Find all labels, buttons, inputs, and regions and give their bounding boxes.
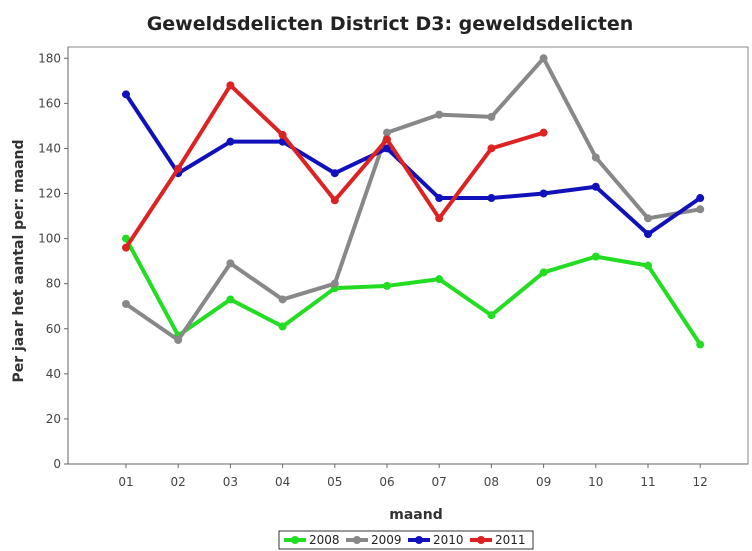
data-point bbox=[539, 128, 548, 137]
legend-label: 2010 bbox=[433, 533, 464, 547]
data-point bbox=[696, 205, 705, 214]
x-tick-label: 11 bbox=[640, 475, 655, 489]
x-axis-label: maand bbox=[389, 507, 442, 523]
data-point bbox=[226, 81, 235, 90]
plot-border bbox=[67, 46, 749, 465]
x-tick-label: 05 bbox=[327, 475, 342, 489]
series-2009 bbox=[122, 54, 705, 345]
series-line bbox=[124, 92, 703, 237]
data-point bbox=[383, 128, 391, 137]
x-tick-label: 01 bbox=[118, 475, 133, 489]
y-tick-label: 140 bbox=[38, 141, 61, 155]
legend-swatch-marker bbox=[415, 536, 423, 544]
data-point bbox=[591, 252, 600, 261]
y-tick-label: 100 bbox=[38, 232, 61, 246]
data-point bbox=[122, 90, 130, 99]
y-tick-label: 180 bbox=[38, 51, 61, 65]
data-point bbox=[278, 130, 287, 139]
data-point bbox=[174, 164, 183, 173]
series-2011 bbox=[122, 81, 548, 252]
y-tick-label: 20 bbox=[46, 412, 61, 426]
legend-swatch-marker bbox=[477, 536, 485, 544]
series-layer bbox=[122, 54, 705, 349]
x-tick-label: 08 bbox=[484, 475, 499, 489]
data-point bbox=[226, 295, 235, 304]
legend-item-2008: 2008 bbox=[284, 533, 340, 547]
series-2008 bbox=[122, 234, 705, 349]
data-point bbox=[591, 182, 600, 191]
data-point bbox=[122, 234, 130, 243]
data-point bbox=[122, 243, 130, 252]
x-tick-label: 10 bbox=[588, 475, 603, 489]
data-point bbox=[644, 261, 652, 270]
y-tick-label: 80 bbox=[46, 277, 61, 291]
data-point bbox=[435, 275, 444, 284]
data-point bbox=[330, 196, 339, 205]
data-point bbox=[278, 295, 287, 304]
data-point bbox=[487, 112, 496, 121]
data-point bbox=[435, 214, 444, 223]
series-2010 bbox=[122, 90, 705, 239]
series-line bbox=[124, 56, 703, 343]
data-point bbox=[644, 214, 652, 223]
x-tick-label: 04 bbox=[275, 475, 290, 489]
data-point bbox=[644, 230, 652, 239]
y-tick-label: 160 bbox=[38, 96, 61, 110]
data-point bbox=[330, 169, 339, 178]
x-tick-label: 03 bbox=[223, 475, 238, 489]
y-tick-label: 0 bbox=[53, 457, 61, 471]
y-tick-label: 40 bbox=[46, 367, 61, 381]
x-axis: 01 02 03 04 05 06 07 08 09 10 11 12 bbox=[68, 463, 748, 489]
data-point bbox=[487, 311, 496, 320]
x-tick-label: 02 bbox=[171, 475, 186, 489]
legend-swatch-marker bbox=[291, 536, 299, 544]
x-tick-label: 07 bbox=[432, 475, 447, 489]
data-point bbox=[487, 194, 496, 203]
data-point bbox=[435, 110, 444, 119]
data-point bbox=[383, 281, 391, 290]
data-point bbox=[226, 137, 235, 146]
data-point bbox=[226, 259, 235, 268]
data-point bbox=[278, 322, 287, 331]
legend: 2008 2009 2010 2011 bbox=[278, 530, 534, 550]
legend-item-2010: 2010 bbox=[408, 533, 464, 547]
y-axis: 0 20 40 60 80 100 120 140 160 180 bbox=[38, 47, 69, 471]
legend-swatch-marker bbox=[353, 536, 361, 544]
plot-area bbox=[67, 46, 749, 465]
y-axis-label: Per jaar het aantal per: maand bbox=[11, 139, 27, 382]
x-tick-label: 12 bbox=[693, 475, 708, 489]
chart-title: Geweldsdelicten District D3: geweldsdeli… bbox=[147, 13, 634, 35]
data-point bbox=[383, 144, 391, 153]
legend-box bbox=[278, 530, 534, 550]
x-tick-label: 09 bbox=[536, 475, 551, 489]
legend-item-2009: 2009 bbox=[346, 533, 402, 547]
legend-label: 2009 bbox=[371, 533, 402, 547]
y-tick-label: 60 bbox=[46, 322, 61, 336]
legend-item-2011: 2011 bbox=[470, 533, 526, 547]
data-point bbox=[487, 144, 496, 153]
data-point bbox=[539, 268, 548, 277]
data-point bbox=[435, 194, 444, 203]
data-point bbox=[696, 340, 705, 349]
x-tick-label: 06 bbox=[379, 475, 394, 489]
data-point bbox=[122, 299, 130, 308]
data-point bbox=[591, 153, 600, 162]
series-line bbox=[124, 236, 703, 347]
data-point bbox=[539, 54, 548, 63]
y-tick-label: 120 bbox=[38, 187, 61, 201]
data-point bbox=[539, 189, 548, 198]
data-point bbox=[696, 194, 705, 203]
data-point bbox=[330, 279, 339, 288]
data-point bbox=[383, 135, 391, 144]
data-point bbox=[174, 336, 183, 345]
legend-label: 2011 bbox=[495, 533, 526, 547]
legend-label: 2008 bbox=[309, 533, 340, 547]
